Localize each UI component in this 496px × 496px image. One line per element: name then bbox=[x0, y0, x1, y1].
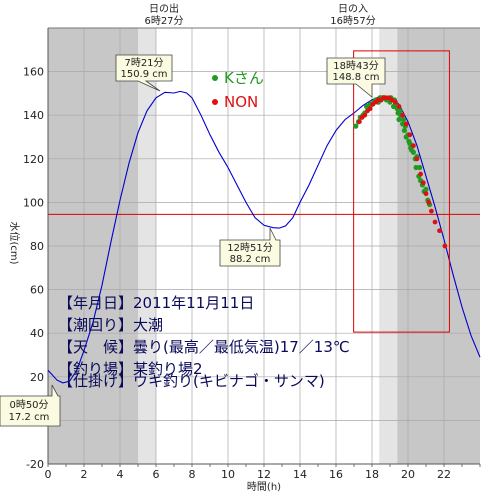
info-block: 【年月日】2011年11月11日 【潮回り】大潮 【天 候】曇り(最高／最低気温… bbox=[58, 294, 350, 390]
y-tick-label-0: -20 bbox=[26, 458, 44, 471]
non-point-27 bbox=[442, 243, 448, 249]
non-point-0 bbox=[357, 119, 362, 125]
callout-low1-line1: 0時50分 bbox=[9, 399, 48, 411]
info-rig: 【仕掛け】ウキ釣り(キビナゴ・サンマ) bbox=[58, 372, 325, 390]
callout-low2-line1: 12時51分 bbox=[227, 242, 272, 254]
x-axis-label: 時間(h) bbox=[247, 481, 281, 493]
legend-k-label: Kさん bbox=[224, 69, 264, 87]
info-spot: 【釣り場】某釣り場2 bbox=[58, 360, 203, 378]
non-point-25 bbox=[432, 219, 438, 225]
legend-k-marker bbox=[212, 75, 218, 81]
highlight-box bbox=[353, 50, 450, 333]
callout-high1: 7時21分 150.9 cm bbox=[115, 54, 173, 92]
x-tick-label-10: 20 bbox=[401, 468, 415, 481]
non-point-14 bbox=[396, 104, 402, 109]
k-point-41 bbox=[410, 149, 416, 155]
callout-high1-line2: 150.9 cm bbox=[120, 69, 167, 80]
info-date: 【年月日】2011年11月11日 bbox=[58, 294, 254, 312]
k-point-32 bbox=[401, 127, 407, 134]
x-tick-label-11: 22 bbox=[437, 468, 451, 481]
non-point-22 bbox=[423, 191, 429, 197]
y-tick-label-9: 160 bbox=[23, 66, 44, 79]
k-point-31 bbox=[400, 116, 407, 123]
x-tick-label-5: 10 bbox=[221, 468, 235, 481]
x-tick-label-6: 12 bbox=[257, 468, 271, 481]
sunrise-time: 6時27分 bbox=[144, 15, 183, 27]
y-tick-label-6: 100 bbox=[23, 196, 44, 209]
y-tick-label-3: 40 bbox=[30, 327, 44, 340]
sunset-label: 日の入 bbox=[338, 4, 368, 15]
info-weather: 【天 候】曇り(最高／最低気温)17／13℃ bbox=[58, 338, 350, 356]
callout-low1-line2: 17.2 cm bbox=[9, 412, 50, 423]
info-tide: 【潮回り】大潮 bbox=[58, 316, 163, 334]
non-point-17 bbox=[407, 132, 413, 138]
non-point-18 bbox=[411, 143, 416, 149]
legend-non-label: NON bbox=[224, 93, 258, 111]
non-point-19 bbox=[414, 156, 420, 162]
non-point-12 bbox=[389, 97, 395, 103]
callout-high2-line2: 148.8 cm bbox=[332, 72, 379, 83]
x-tick-label-2: 4 bbox=[117, 468, 124, 481]
k-point-27 bbox=[396, 116, 402, 123]
callout-high1-line1: 7時21分 bbox=[124, 57, 163, 69]
legend: Kさん NON bbox=[212, 69, 264, 111]
callout-low2-box bbox=[219, 227, 281, 267]
non-point-13 bbox=[393, 99, 398, 105]
callout-low1: 0時50分 17.2 cm bbox=[0, 384, 61, 427]
sunrise-label: 日の出 bbox=[149, 2, 179, 15]
non-point-26 bbox=[437, 228, 442, 234]
callout-high2-line1: 18時43分 bbox=[333, 60, 378, 72]
x-tick-label-3: 6 bbox=[153, 468, 160, 481]
non-series-points bbox=[357, 95, 448, 249]
y-tick-label-7: 120 bbox=[23, 153, 44, 166]
sunset-time: 16時57分 bbox=[330, 15, 375, 27]
callout-low2-line2: 88.2 cm bbox=[230, 254, 271, 265]
non-point-15 bbox=[400, 112, 405, 118]
non-point-16 bbox=[403, 121, 409, 127]
k-point-0 bbox=[353, 123, 359, 129]
y-tick-label-5: 80 bbox=[30, 240, 44, 253]
y-tick-label-4: 60 bbox=[30, 284, 44, 297]
axis-ticks: 0246810121416182022-20020406080100120140… bbox=[23, 66, 481, 481]
k-point-50 bbox=[423, 186, 429, 192]
y-axis-label: 水位(cm) bbox=[8, 221, 21, 264]
k-point-28 bbox=[397, 108, 403, 114]
x-tick-label-9: 18 bbox=[365, 468, 379, 481]
non-point-23 bbox=[426, 200, 432, 205]
non-point-2 bbox=[362, 112, 368, 118]
x-tick-label-1: 2 bbox=[81, 468, 88, 481]
gridlines bbox=[48, 28, 480, 464]
k-point-43 bbox=[413, 164, 419, 171]
x-tick-label-8: 16 bbox=[329, 468, 343, 481]
non-point-21 bbox=[420, 180, 426, 186]
non-point-24 bbox=[429, 208, 434, 214]
callout-high2-box bbox=[326, 57, 386, 98]
legend-non-marker bbox=[212, 99, 218, 105]
y-tick-label-8: 140 bbox=[23, 109, 44, 122]
k-point-46 bbox=[417, 164, 423, 171]
y-tick-label-2: 20 bbox=[30, 371, 44, 384]
callout-low2: 12時51分 88.2 cm bbox=[219, 227, 281, 267]
x-tick-label-0: 0 bbox=[45, 468, 52, 481]
callout-high1-box bbox=[115, 54, 173, 92]
non-point-4 bbox=[367, 106, 373, 112]
non-point-20 bbox=[418, 171, 423, 177]
callout-high2: 18時43分 148.8 cm bbox=[326, 57, 386, 98]
callout-low1-box bbox=[0, 384, 61, 427]
x-tick-label-7: 14 bbox=[293, 468, 307, 481]
x-tick-label-4: 8 bbox=[189, 468, 196, 481]
